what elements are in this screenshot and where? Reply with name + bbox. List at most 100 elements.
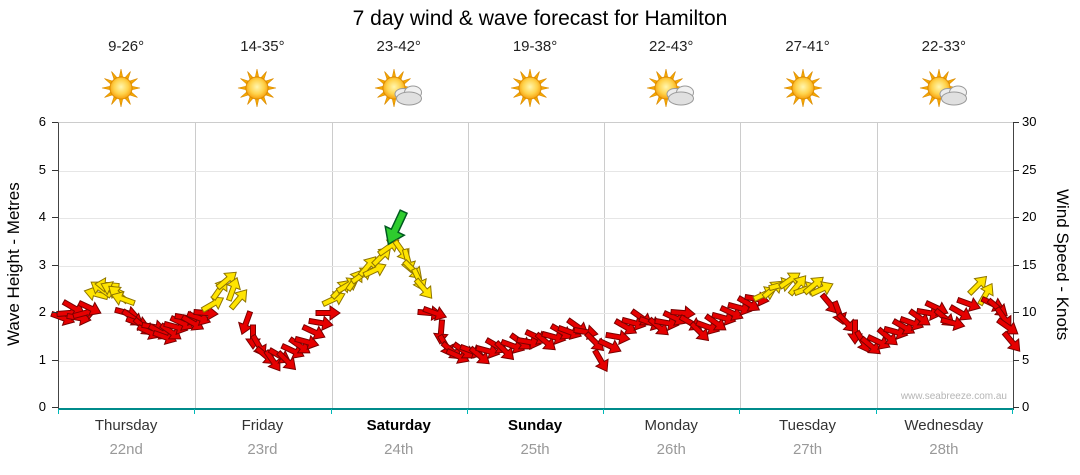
wind-arrow-glyph	[809, 281, 834, 298]
watermark: www.seabreeze.com.au	[900, 391, 1007, 402]
wind-arrow	[306, 312, 334, 332]
sun-icon	[783, 68, 822, 108]
wind-arrow	[872, 322, 902, 351]
left-tick-label: 3	[38, 256, 46, 272]
wind-arrow-glyph	[956, 296, 982, 312]
metre-gridline	[59, 265, 1013, 267]
sun-icon	[238, 68, 277, 108]
wind-arrow	[474, 340, 503, 362]
day-date: 26th	[656, 441, 686, 458]
wind-arrow-glyph	[383, 208, 408, 245]
day-date: 25th	[520, 441, 550, 458]
wind-arrow-glyph	[468, 345, 490, 365]
wind-arrow	[376, 205, 414, 250]
wind-arrow-glyph	[493, 340, 514, 361]
wind-arrow-glyph	[670, 305, 697, 322]
left-tick-label: 1	[38, 351, 46, 367]
wind-arrow	[259, 345, 287, 375]
left-tick	[52, 312, 58, 313]
wind-arrow	[490, 336, 520, 366]
right-tick-label: 15	[1022, 256, 1037, 272]
wind-arrow	[701, 308, 731, 336]
wind-arrow-glyph	[859, 335, 882, 355]
wind-arrow-glyph	[263, 348, 281, 372]
day-date: 24th	[384, 441, 414, 458]
wind-arrow-glyph	[301, 323, 326, 340]
wind-arrow-glyph	[835, 311, 856, 332]
wind-arrow	[420, 301, 450, 325]
wind-arrow-glyph	[995, 317, 1019, 335]
right-tick	[1013, 122, 1019, 123]
weather-icon-wrap	[331, 66, 467, 115]
wind-arrow	[193, 304, 220, 322]
wind-arrow	[693, 315, 723, 339]
day-name: Thursday	[94, 417, 158, 434]
wind-arrow	[832, 308, 862, 338]
wind-arrow-glyph	[275, 349, 296, 370]
weather-icon-wrap	[876, 66, 1012, 115]
bottom-tick	[739, 409, 741, 414]
wind-arrow-glyph	[882, 324, 909, 341]
weather-icon-wrap	[194, 66, 330, 115]
wind-arrow-glyph	[193, 305, 220, 322]
wind-arrow	[539, 326, 568, 348]
wind-arrow	[963, 270, 993, 300]
wind-arrow	[198, 290, 229, 317]
wind-arrow-glyph	[592, 348, 610, 372]
wind-arrow	[299, 319, 329, 344]
sun-icon	[102, 68, 141, 108]
wind-arrow-glyph	[533, 331, 556, 350]
sun-cloud-icon	[919, 68, 967, 108]
left-tick	[52, 407, 58, 408]
day-date: 22nd	[109, 441, 143, 458]
left-tick	[52, 359, 58, 361]
temperature-range: 23-42°	[376, 38, 421, 55]
wind-arrow	[783, 269, 812, 299]
right-tick-label: 10	[1022, 304, 1037, 319]
wind-arrow-glyph	[422, 305, 448, 321]
wind-arrow-glyph	[288, 336, 311, 354]
wind-arrow	[221, 274, 245, 304]
wind-arrow	[685, 317, 715, 347]
wind-arrow	[946, 300, 977, 327]
bottom-tick	[603, 409, 605, 414]
wind-arrow	[954, 292, 984, 316]
wind-arrow-glyph	[226, 277, 242, 303]
wind-arrow	[644, 313, 674, 342]
temperature-range: 22-43°	[649, 38, 694, 55]
right-tick-label: 20	[1022, 209, 1037, 224]
day-name: Tuesday	[779, 417, 837, 434]
wind-arrow-glyph	[228, 288, 248, 311]
right-tick-label: 0	[1022, 399, 1030, 414]
chart-plot-area: www.seabreeze.com.au	[50, 122, 1020, 410]
metre-gridline	[59, 170, 1013, 172]
metre-gridline	[59, 218, 1013, 219]
right-tick	[1013, 359, 1019, 361]
left-tick-label: 2	[38, 304, 46, 319]
day-name: Sunday	[507, 417, 563, 434]
wind-arrow	[498, 334, 528, 358]
weather-icon-wrap	[58, 66, 194, 115]
temperature-range: 9-26°	[108, 38, 145, 55]
bottom-tick	[58, 409, 59, 414]
wind-arrow-glyph	[596, 338, 622, 355]
right-tick	[1013, 217, 1019, 218]
left-tick-label: 4	[38, 209, 46, 224]
wind-arrow-glyph	[647, 316, 669, 336]
wind-arrow	[997, 326, 1026, 356]
wind-arrow	[588, 345, 615, 376]
wind-arrow-glyph	[940, 315, 966, 331]
wind-arrow-glyph	[77, 300, 102, 317]
wind-arrow-glyph	[315, 305, 341, 321]
wind-arrow-glyph	[540, 329, 567, 345]
wind-arrow-glyph	[688, 321, 709, 342]
left-tick-label: 0	[38, 399, 46, 414]
wind-arrow	[211, 265, 241, 294]
right-tick-label: 5	[1022, 351, 1030, 367]
wind-arrow	[938, 311, 967, 333]
bottom-tick	[1012, 409, 1013, 414]
wind-arrow-glyph	[200, 295, 225, 313]
right-tick-label: 30	[1022, 114, 1037, 129]
wind-arrow	[807, 277, 837, 302]
wind-arrow	[465, 341, 495, 370]
